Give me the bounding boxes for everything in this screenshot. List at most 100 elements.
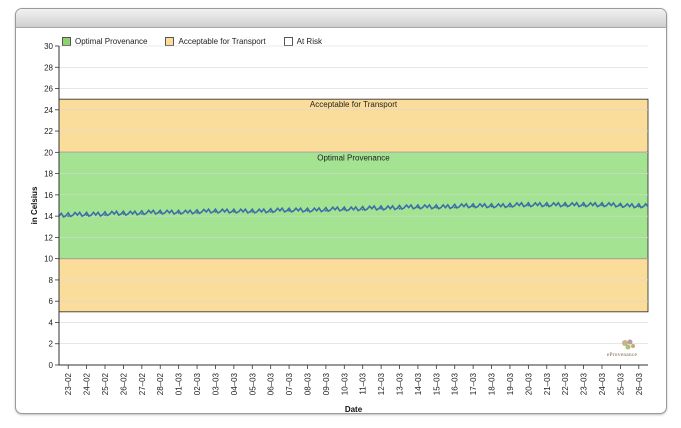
x-axis-title: Date — [345, 405, 363, 414]
series-point-17 — [380, 207, 383, 210]
ytick-label-20: 20 — [44, 148, 53, 157]
series-point-16 — [361, 208, 364, 211]
xtick-label-15: 10–03 — [340, 372, 349, 395]
xtick-label-10: 05–03 — [248, 372, 257, 395]
xtick-label-28: 23–03 — [580, 372, 589, 395]
series-point-1 — [85, 214, 88, 216]
ytick-label-6: 6 — [49, 297, 54, 306]
legend-item-at-risk: At Risk — [283, 36, 322, 46]
band-2 — [58, 258, 649, 313]
xtick-label-12: 07–03 — [285, 372, 294, 395]
xtick-label-9: 04–03 — [230, 372, 239, 395]
series-point-9 — [232, 210, 235, 213]
series-point-15 — [343, 208, 346, 211]
panel-title-bar — [16, 9, 666, 28]
ytick-label-30: 30 — [44, 42, 53, 51]
series-point-25 — [527, 204, 530, 207]
xtick-label-4: 27–02 — [138, 372, 147, 395]
series-point-7 — [196, 212, 198, 214]
series-point-3 — [122, 213, 125, 215]
xtick-label-20: 15–03 — [432, 372, 441, 395]
ytick-label-12: 12 — [44, 233, 53, 242]
xtick-label-22: 17–03 — [469, 372, 478, 395]
series-point-26 — [545, 204, 548, 207]
xtick-label-29: 24–03 — [598, 372, 607, 395]
ytick-label-4: 4 — [49, 318, 54, 327]
series-point-10 — [251, 210, 254, 213]
series-point-14 — [324, 209, 327, 212]
series-point-27 — [564, 204, 567, 207]
series-point-29 — [601, 204, 603, 207]
series-point-4 — [140, 213, 143, 215]
xtick-label-7: 02–03 — [193, 372, 202, 395]
xtick-label-5: 28–02 — [156, 372, 165, 395]
series-line-0 — [58, 201, 649, 218]
xtick-label-26: 21–03 — [543, 372, 552, 395]
grape-icon — [622, 339, 635, 350]
ytick-label-14: 14 — [44, 212, 53, 221]
xtick-label-30: 25–03 — [616, 372, 625, 395]
series-point-22 — [472, 205, 475, 208]
series-point-8 — [214, 210, 217, 213]
legend-label-at-risk: At Risk — [296, 36, 322, 46]
series-point-30 — [619, 204, 622, 207]
xtick-label-31: 26–03 — [635, 372, 644, 395]
ytick-label-22: 22 — [44, 127, 53, 136]
ytick-label-0: 0 — [49, 361, 54, 370]
xtick-label-24: 19–03 — [506, 372, 515, 395]
series-point-24 — [509, 205, 511, 208]
eprovenance-logo: eProvenance — [597, 338, 647, 362]
ytick-label-26: 26 — [44, 85, 53, 94]
series-point-11 — [269, 210, 272, 213]
ytick-label-16: 16 — [44, 191, 53, 200]
legend-label-acceptable: Acceptable for Transport — [178, 36, 266, 46]
ytick-label-18: 18 — [44, 170, 53, 179]
series-point-23 — [490, 205, 493, 208]
xtick-label-6: 01–03 — [175, 372, 184, 395]
legend-swatch-optimal — [62, 36, 71, 46]
series-point-20 — [435, 206, 438, 209]
series-point-21 — [453, 206, 456, 209]
xtick-label-2: 25–02 — [101, 372, 110, 395]
xtick-label-13: 08–03 — [303, 372, 312, 395]
legend-item-optimal: Optimal Provenance — [62, 36, 148, 46]
xtick-label-1: 24–02 — [83, 372, 92, 395]
legend-label-optimal: Optimal Provenance — [75, 36, 148, 46]
xtick-label-19: 14–03 — [414, 372, 423, 395]
series-point-12 — [288, 209, 290, 212]
series-point-5 — [159, 212, 162, 214]
series-point-2 — [104, 214, 106, 216]
legend-swatch-at-risk — [283, 36, 293, 46]
band-0 — [58, 98, 649, 153]
xtick-label-25: 20–03 — [524, 372, 533, 395]
xtick-label-14: 09–03 — [322, 372, 331, 395]
xtick-label-0: 23–02 — [64, 372, 73, 395]
chart-legend: Optimal Provenance Acceptable for Transp… — [62, 35, 322, 47]
legend-item-acceptable: Acceptable for Transport — [165, 36, 266, 46]
logo-text: eProvenance — [606, 352, 638, 358]
series-point-31 — [637, 205, 640, 208]
xtick-label-11: 06–03 — [267, 372, 276, 395]
ytick-label-10: 10 — [44, 255, 53, 264]
series-point-18 — [398, 207, 401, 210]
ytick-label-8: 8 — [49, 276, 54, 285]
legend-swatch-acceptable — [165, 36, 175, 46]
series-point-19 — [417, 206, 419, 209]
xtick-label-3: 26–02 — [119, 372, 128, 395]
xtick-label-21: 16–03 — [451, 372, 460, 395]
xtick-label-16: 11–03 — [359, 372, 368, 394]
series-point-0 — [67, 215, 70, 218]
xtick-label-23: 18–03 — [488, 372, 497, 395]
ytick-label-24: 24 — [44, 106, 53, 115]
series-point-6 — [177, 212, 180, 214]
xtick-label-8: 03–03 — [211, 372, 220, 395]
xtick-label-17: 12–03 — [377, 372, 386, 395]
series-point-13 — [306, 209, 309, 212]
band-label-1: Optimal Provenance — [317, 153, 390, 162]
xtick-label-18: 13–03 — [396, 372, 405, 395]
ytick-label-2: 2 — [49, 340, 54, 349]
series-point-28 — [582, 204, 585, 207]
y-axis-title: in Celsius — [30, 186, 39, 224]
ytick-label-28: 28 — [44, 63, 53, 72]
